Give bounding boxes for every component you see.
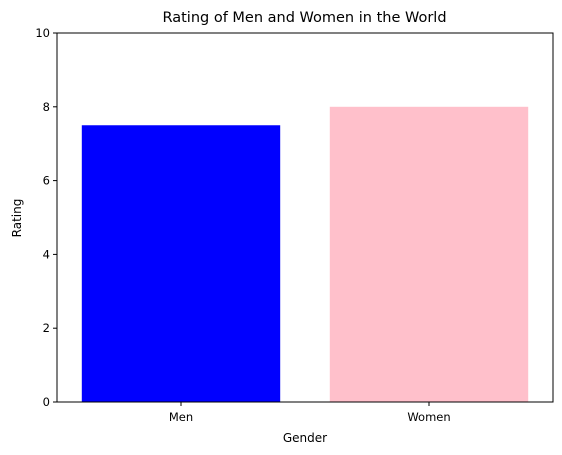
x-axis-label: Gender	[283, 431, 327, 445]
y-tick-label: 2	[43, 321, 50, 335]
y-tick-label: 10	[35, 26, 50, 40]
bar-men	[81, 125, 281, 402]
x-tick-label: Women	[407, 410, 450, 424]
bar-women	[329, 106, 529, 403]
chart-title: Rating of Men and Women in the World	[162, 10, 446, 26]
y-axis-label: Rating	[10, 199, 24, 238]
y-tick-label: 4	[43, 247, 50, 261]
y-tick-label: 6	[43, 174, 50, 188]
y-tick-label: 0	[43, 395, 50, 409]
plot-frame	[56, 32, 554, 403]
bars-group	[81, 106, 529, 403]
x-tick-label: Men	[169, 410, 193, 424]
y-tick-label: 8	[43, 100, 50, 114]
x-axis-ticks: Men Women	[169, 402, 451, 424]
y-axis-ticks: 0 2 4 6 8 10	[35, 26, 57, 409]
